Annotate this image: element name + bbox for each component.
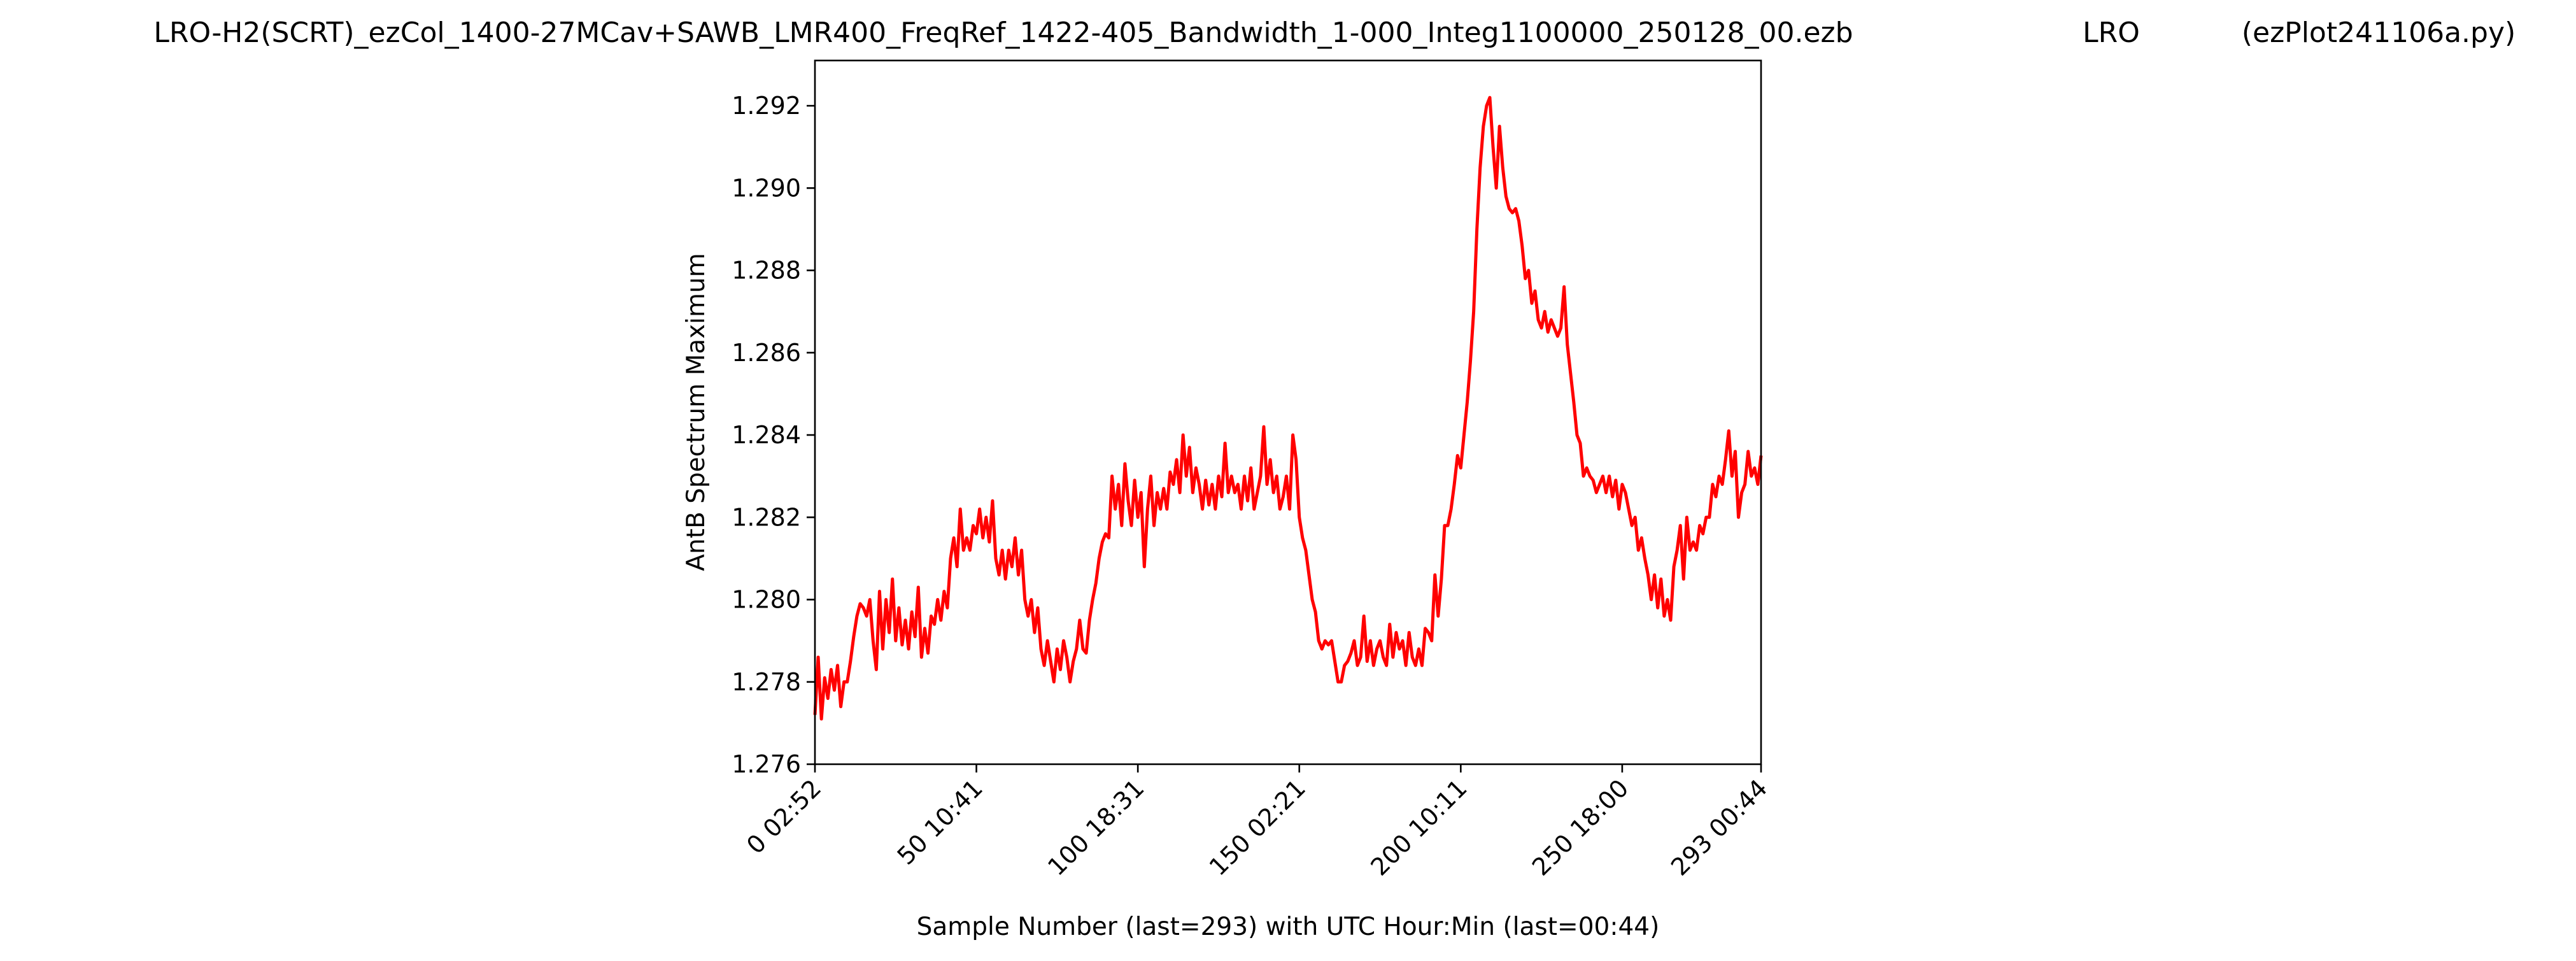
y-axis-label: AntB Spectrum Maximum — [682, 253, 711, 571]
chart-title: LRO-H2(SCRT)_ezCol_1400-27MCav+SAWB_LMR4… — [153, 17, 1853, 49]
y-tick-label: 1.276 — [732, 750, 801, 778]
x-tick-label: 50 10:41 — [892, 774, 988, 870]
y-tick-label: 1.280 — [732, 586, 801, 614]
data-line — [813, 96, 1763, 721]
y-tick-label: 1.278 — [732, 668, 801, 696]
x-tick-label: 200 10:11 — [1365, 774, 1472, 881]
y-tick-label: 1.290 — [732, 174, 801, 202]
chart-title-center: LRO — [2083, 17, 2140, 49]
x-axis-label: Sample Number (last=293) with UTC Hour:M… — [917, 913, 1660, 941]
y-tick-label: 1.292 — [732, 92, 801, 120]
y-tick-label: 1.288 — [732, 257, 801, 285]
x-tick-label: 100 18:31 — [1042, 774, 1149, 881]
y-tick-label: 1.286 — [732, 339, 801, 367]
y-tick-label: 1.282 — [732, 503, 801, 531]
x-tick-label: 250 18:00 — [1527, 774, 1634, 881]
x-tick-label: 150 02:21 — [1204, 774, 1311, 881]
plot-frame — [814, 59, 1762, 765]
y-tick-label: 1.284 — [732, 421, 801, 449]
x-tick-label: 293 00:44 — [1666, 774, 1773, 881]
chart-title-right: (ezPlot241106a.py) — [2242, 17, 2516, 49]
x-tick-label: 0 02:52 — [741, 774, 826, 859]
